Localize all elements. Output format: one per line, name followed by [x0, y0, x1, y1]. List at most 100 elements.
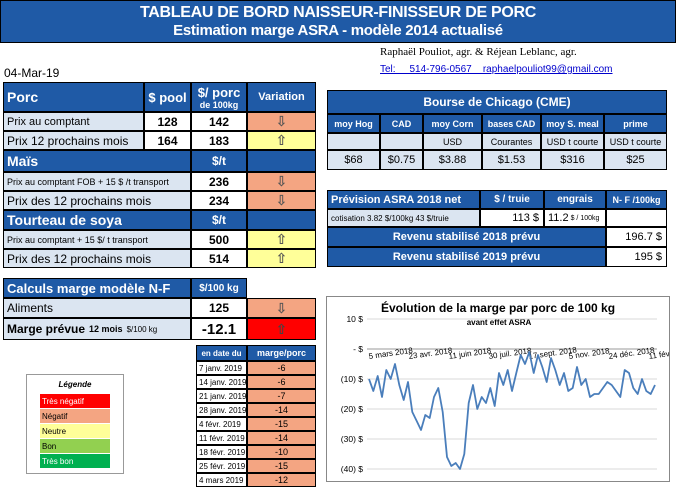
- chart-y-tick: - $: [353, 344, 363, 354]
- tourteau-unit-header: $/t: [191, 210, 247, 230]
- down-arrow-icon: ⇩: [275, 173, 288, 189]
- rev2018-value: 196.7 $: [606, 227, 667, 247]
- chart-y-tick: (20) $: [341, 404, 363, 414]
- legend-item: Très négatif: [40, 394, 110, 409]
- asra-header: Prévision ASRA 2018 net: [327, 190, 480, 209]
- cme-column-unit: [380, 133, 423, 150]
- cme-header: Bourse de Chicago (CME): [327, 90, 667, 114]
- rev2018-label: Revenu stabilisé 2018 prévu: [327, 227, 606, 247]
- cme-column-value: $3.88: [423, 150, 482, 170]
- asra-truie-header: $ / truie: [480, 190, 544, 209]
- marge-label: Marge prévue: [7, 322, 86, 336]
- chart-y-tick: 10 $: [346, 314, 363, 324]
- history-marge: -15: [247, 417, 316, 431]
- legend-item: Bon: [40, 439, 110, 454]
- aliments-value: 125: [191, 298, 247, 318]
- asra-nf-header: N- F /100kg: [606, 190, 667, 209]
- history-date: 21 janv. 2019: [196, 389, 247, 403]
- up-arrow-icon: ⇧: [275, 132, 288, 148]
- history-date: 4 mars 2019: [196, 473, 247, 487]
- legend-item: Neutre: [40, 424, 110, 439]
- asra-nf-empty: [606, 209, 667, 227]
- asra-truie-value: 113 $: [480, 209, 544, 227]
- mais-variation-cell: ⇩: [247, 172, 316, 191]
- marge-unit: $/100 kg: [126, 324, 158, 334]
- variation-header: Variation: [247, 82, 316, 112]
- history-marge: -15: [247, 459, 316, 473]
- history-marge: -14: [247, 403, 316, 417]
- cme-column-value: $68: [327, 150, 380, 170]
- cme-column-header: prime: [604, 114, 667, 133]
- down-arrow-icon: ⇩: [275, 299, 288, 316]
- cme-column-header: moy Corn: [423, 114, 482, 133]
- dashboard-title: TABLEAU DE BORD NAISSEUR-FINISSEUR DE PO…: [139, 4, 537, 21]
- up-arrow-icon: ⇧: [275, 250, 288, 266]
- porc-per-pig-header: $/ porc de 100kg: [191, 82, 247, 112]
- cotisation-label: cotisation 3.82 $/100kg 43 $/truie: [327, 209, 480, 227]
- history-date: 25 févr. 2019: [196, 459, 247, 473]
- history-date: 4 févr. 2019: [196, 417, 247, 431]
- cme-column-header: bases CAD: [482, 114, 541, 133]
- history-marge: -12: [247, 473, 316, 487]
- history-date: 11 févr. 2019: [196, 431, 247, 445]
- chart-x-tick: 11 juin 2018: [448, 346, 492, 361]
- asra-engrais-header: engrais: [544, 190, 606, 209]
- porc-pool-header: $ pool: [144, 82, 191, 112]
- tourteau-row-label: Prix des 12 prochains mois: [3, 249, 191, 268]
- contact-link[interactable]: Tel: 514-796-0567 raphaelpouliot99@gmail…: [380, 64, 613, 75]
- mais-header: Maïs: [3, 150, 191, 172]
- calculs-unit-header: $/100 kg: [191, 278, 247, 298]
- history-marge-header: marge/porc: [247, 345, 316, 361]
- porc-pool-value: 128: [144, 112, 191, 131]
- calculs-header: Calculs marge modèle N-F: [3, 278, 191, 298]
- dashboard-subtitle: Estimation marge ASRA - modèle 2014 actu…: [173, 22, 503, 39]
- chart-y-tick: (40) $: [341, 464, 363, 474]
- history-date: 28 janv. 2019: [196, 403, 247, 417]
- cme-column-unit: [327, 133, 380, 150]
- porc-per-pig-value: 142: [191, 112, 247, 131]
- cme-column-value: $1.53: [482, 150, 541, 170]
- chart-x-tick: 23 avr. 2018: [408, 346, 453, 361]
- marge-variation-cell: ⇧: [247, 318, 316, 340]
- legend-title: Légende: [58, 380, 92, 389]
- tourteau-row-label: Prix au comptant + 15 $/ t transport: [3, 230, 191, 249]
- legend-item: Négatif: [40, 409, 110, 424]
- aliments-variation-cell: ⇩: [247, 298, 316, 318]
- porc-variation-cell: ⇧: [247, 131, 316, 150]
- porc-variation-cell: ⇩: [247, 112, 316, 131]
- history-marge: -7: [247, 389, 316, 403]
- asra-engrais-cell: 11.2 $ / 100kg: [544, 209, 606, 227]
- porc-per-pig-value: 183: [191, 131, 247, 150]
- rev2019-value: 195 $: [606, 247, 667, 267]
- history-marge: -6: [247, 375, 316, 389]
- tourteau-value: 514: [191, 249, 247, 268]
- rev2019-label: Revenu stabilisé 2019 prévu: [327, 247, 606, 267]
- chart-x-tick: 5 mars 2018: [368, 346, 414, 361]
- margin-chart: Évolution de la marge par porc de 100 kg…: [326, 296, 676, 482]
- cme-column-unit: Courantes: [482, 133, 541, 150]
- tourteau-header: Tourteau de soya: [3, 210, 191, 230]
- history-marge: -10: [247, 445, 316, 459]
- down-arrow-icon: ⇩: [275, 192, 288, 208]
- porc-row-label: Prix au comptant: [3, 112, 144, 131]
- cme-column-value: $25: [604, 150, 667, 170]
- aliments-label: Aliments: [3, 298, 191, 318]
- history-date: 14 janv. 2019: [196, 375, 247, 389]
- tourteau-header-spacer: [247, 210, 316, 230]
- marge-value: -12.1: [191, 318, 247, 340]
- tourteau-variation-cell: ⇧: [247, 249, 316, 268]
- cme-column-unit: USD: [423, 133, 482, 150]
- chart-y-tick: (10) $: [341, 374, 363, 384]
- history-marge: -6: [247, 361, 316, 375]
- cme-column-value: $316: [541, 150, 604, 170]
- cme-column-value: $0.75: [380, 150, 423, 170]
- mais-value: 234: [191, 191, 247, 210]
- cme-column-header: CAD: [380, 114, 423, 133]
- cme-column-unit: USD t courte: [604, 133, 667, 150]
- cme-column-unit: USD t courte: [541, 133, 604, 150]
- marge-row: Marge prévue 12 mois $/100 kg: [3, 318, 191, 340]
- chart-y-tick: (30) $: [341, 434, 363, 444]
- mais-variation-cell: ⇩: [247, 191, 316, 210]
- title-banner: TABLEAU DE BORD NAISSEUR-FINISSEUR DE PO…: [0, 0, 676, 43]
- legend-item: Très bon: [40, 454, 110, 469]
